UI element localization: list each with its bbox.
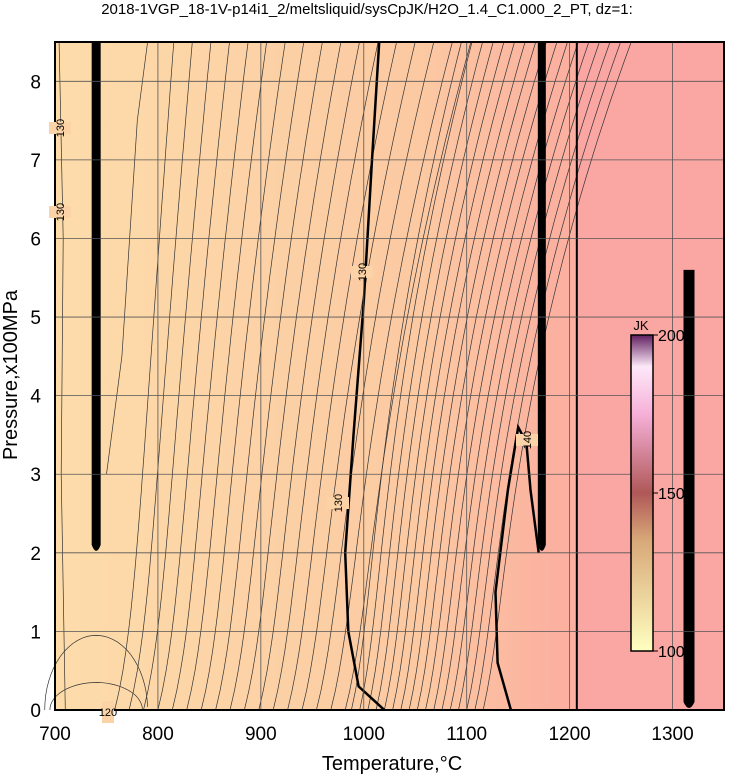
contour-line: [143, 41, 212, 711]
x-tick-label: 1000: [343, 724, 385, 745]
contour-label-bg: [516, 434, 538, 446]
x-axis-label: Temperature,°C: [322, 753, 462, 775]
y-tick-label: 7: [30, 151, 41, 172]
contour-label-bg: [49, 122, 71, 134]
contour-label: 130: [55, 119, 67, 137]
contour-line: [416, 41, 547, 711]
contour-line: [157, 41, 230, 711]
contour-line: [474, 41, 621, 711]
contour-line: [375, 41, 494, 711]
contour-label: 140: [522, 431, 534, 449]
colorbar-tick-label: 100: [658, 644, 685, 661]
contour-line: [392, 41, 515, 711]
contour-line: [400, 41, 526, 711]
y-tick-label: 4: [30, 387, 41, 408]
contour-line: [258, 41, 360, 711]
colorbar-tick-label: 200: [658, 328, 685, 345]
contour-band: [91, 42, 101, 551]
contour-line: [466, 41, 611, 711]
y-axis-label: Pressure,x100MPa: [0, 289, 22, 460]
y-tick-label: 1: [30, 622, 41, 643]
contour-line: [186, 41, 267, 711]
contour-line: [344, 41, 472, 711]
contour-line: [244, 41, 342, 711]
contour-label-bg: [351, 266, 373, 278]
contour-line: [351, 41, 462, 711]
contour-label-bg: [327, 497, 349, 509]
colorbar-label: JK: [633, 318, 649, 333]
contour-thick: [343, 41, 386, 711]
contour-line: [359, 41, 473, 711]
contour-band: [683, 269, 695, 708]
x-tick-label: 1100: [446, 724, 487, 745]
y-tick-label: 5: [30, 308, 41, 329]
contour-line: [200, 41, 286, 711]
contour-line: [367, 41, 483, 711]
contour-band: [537, 42, 546, 551]
contour-line: [482, 41, 632, 711]
contour-line: [425, 41, 558, 711]
contour-label: 120: [99, 707, 117, 719]
contour-line: [458, 41, 600, 711]
contour-line: [316, 41, 435, 711]
y-tick-label: 8: [30, 72, 41, 93]
y-tick-label: 0: [30, 701, 41, 722]
y-tick-label: 3: [30, 465, 41, 486]
contour-line: [114, 41, 175, 711]
contour-line: [330, 41, 453, 711]
contour-line: [58, 41, 66, 711]
contour-line: [272, 41, 379, 711]
contour-label: 130: [333, 494, 345, 512]
contour-line: [301, 41, 416, 711]
contour-label-bg: [102, 701, 114, 723]
y-tick-label: 6: [30, 229, 41, 250]
contour-line: [44, 635, 148, 711]
contour-line: [408, 41, 537, 711]
chart-title: 2018-1VGP_18-1V-p14i1_2/meltsliquid/sysC…: [101, 1, 633, 18]
contour-line: [433, 41, 568, 711]
x-tick-label: 1200: [548, 724, 590, 745]
plot-frame: [54, 41, 725, 711]
x-tick-label: 1300: [651, 724, 693, 745]
contour-line: [384, 41, 505, 711]
x-tick-label: 800: [142, 724, 174, 745]
contour-label-bg: [49, 206, 71, 218]
contour-line: [128, 41, 193, 711]
contour-label: 130: [357, 263, 369, 281]
colorbar: [630, 334, 654, 652]
x-tick-label: 700: [39, 724, 71, 745]
contour-line: [171, 41, 249, 711]
contour-line: [449, 41, 590, 711]
colorbar-tick-label: 150: [658, 486, 685, 503]
y-tick-label: 2: [30, 544, 41, 565]
contour-thick: [494, 423, 540, 711]
contour-line: [215, 41, 305, 711]
contour-label: 130: [55, 203, 67, 221]
x-tick-label: 900: [245, 724, 277, 745]
contour-line: [229, 41, 323, 711]
